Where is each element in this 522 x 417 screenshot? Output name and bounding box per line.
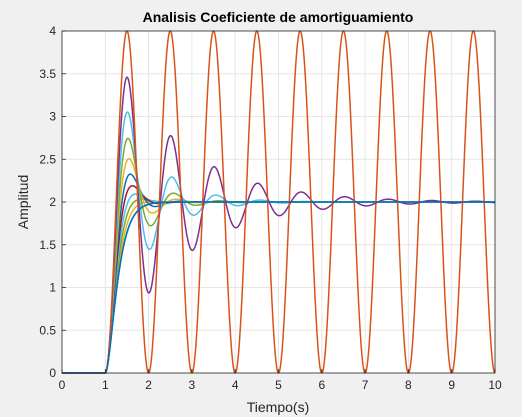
y-tick-label: 2.5 (39, 152, 56, 166)
y-axis-label: Amplitud (15, 175, 31, 229)
y-tick-label: 3 (49, 110, 56, 124)
series-line-zeta-1 (61, 201, 496, 374)
x-tick-label: 9 (448, 378, 455, 392)
x-axis-label: Tiempo(s) (247, 399, 310, 415)
x-tick-label: 7 (362, 378, 369, 392)
y-tick-label: 1.5 (39, 238, 56, 252)
x-tick-label: 4 (232, 378, 239, 392)
x-tick-label: 0 (59, 378, 66, 392)
y-tick-label: 1 (49, 281, 56, 295)
x-tick-label: 3 (189, 378, 196, 392)
x-tick-label: 5 (275, 378, 282, 392)
y-tick-label: 4 (49, 24, 56, 38)
y-tick-label: 3.5 (39, 67, 56, 81)
x-tick-label: 2 (145, 378, 152, 392)
ticks: 0 1 2 3 4 5 6 7 8 9 10 0 0.5 1 1.5 2 2.5 3 3.5 4 (39, 24, 502, 392)
y-tick-label: 2 (49, 195, 56, 209)
x-tick-label: 10 (488, 378, 502, 392)
x-tick-label: 6 (318, 378, 325, 392)
x-tick-label: 8 (405, 378, 412, 392)
x-tick-label: 1 (102, 378, 109, 392)
y-tick-label: 0.5 (39, 323, 56, 337)
chart-title: Analisis Coeficiente de amortiguamiento (143, 9, 414, 25)
y-tick-label: 0 (49, 366, 56, 380)
